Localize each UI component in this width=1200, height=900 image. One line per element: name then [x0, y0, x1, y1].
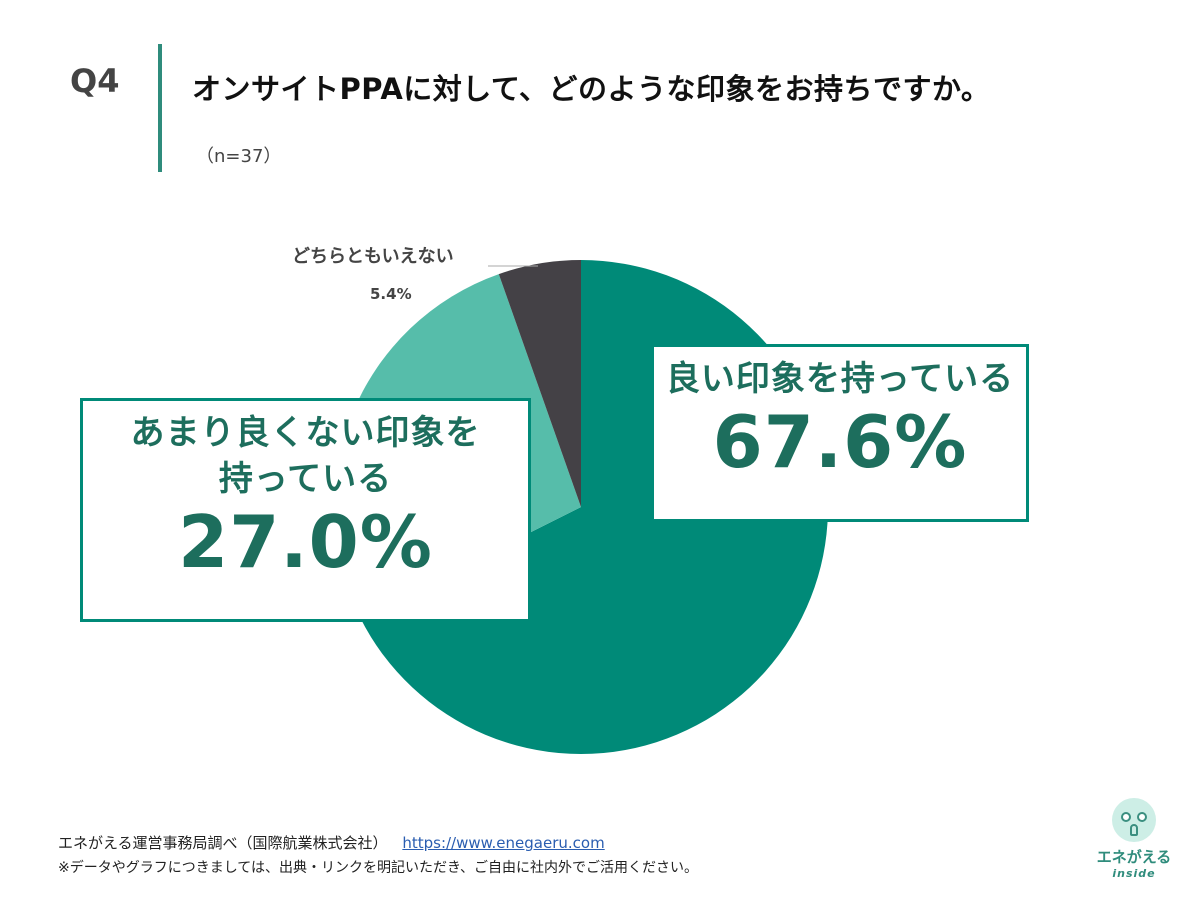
- source-link[interactable]: https://www.enegaeru.com: [402, 834, 605, 852]
- good-impression-callout: 良い印象を持っている 67.6%: [651, 344, 1029, 522]
- enegaeru-logo: エネがえる inside: [1086, 798, 1182, 886]
- bad-impression-label-line2: 持っている: [218, 458, 393, 499]
- lightbulb-icon: [1130, 824, 1138, 836]
- bad-impression-label-line1: あまり良くない印象を: [130, 413, 481, 453]
- neutral-slice-label: どちらともいえない: [292, 246, 454, 267]
- question-number: Q4: [70, 62, 120, 100]
- frog-eye-right: [1137, 812, 1147, 822]
- frog-eye-left: [1121, 812, 1131, 822]
- frog-icon: [1112, 798, 1156, 842]
- footer-source: エネがえる運営事務局調べ（国際航業株式会社） https://www.enega…: [58, 832, 605, 853]
- bad-impression-callout: あまり良くない印象を 持っている 27.0%: [80, 398, 531, 622]
- source-text: エネがえる運営事務局調べ（国際航業株式会社）: [58, 834, 388, 852]
- header-divider: [158, 44, 162, 172]
- pie-slice-neutral: [498, 260, 581, 507]
- logo-text: エネがえる: [1096, 848, 1172, 866]
- logo-subtext: inside: [1112, 867, 1156, 880]
- sample-size: （n=37）: [196, 146, 282, 167]
- question-title: オンサイトPPAに対して、どのような印象をお持ちですか。: [192, 72, 991, 106]
- neutral-slice-value: 5.4%: [370, 285, 412, 303]
- good-impression-value: 67.6%: [712, 399, 968, 484]
- bad-impression-value: 27.0%: [178, 499, 433, 584]
- footer-note: ※データやグラフにつきましては、出典・リンクを明記いただき、ご自由に社内外でご活…: [58, 860, 699, 876]
- good-impression-label: 良い印象を持っている: [665, 359, 1015, 399]
